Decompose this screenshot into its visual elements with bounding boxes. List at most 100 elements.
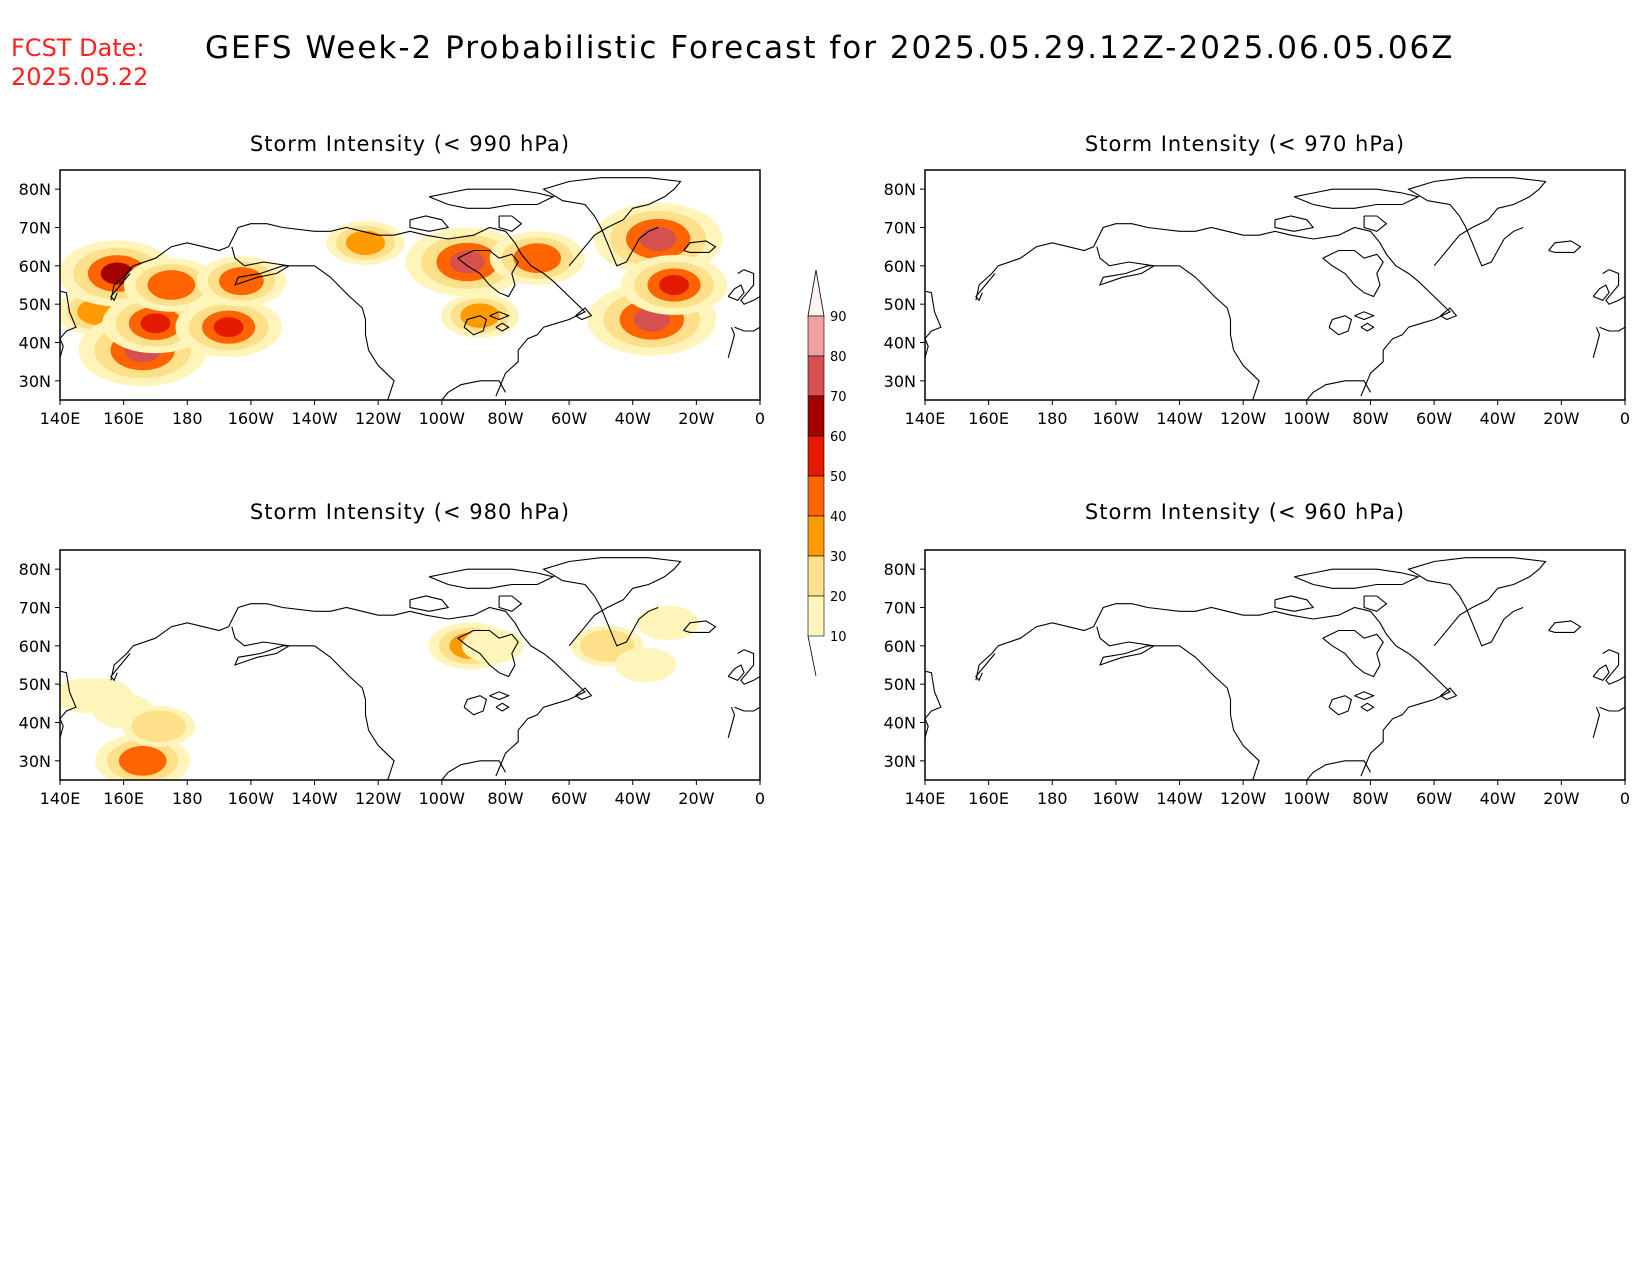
- y-tick-label: 80N: [884, 560, 916, 579]
- coastlines: [60, 177, 760, 400]
- x-tick-label: 0: [1620, 409, 1630, 428]
- y-tick-label: 70N: [19, 599, 51, 618]
- coastline: [1293, 188, 1420, 209]
- coastline: [925, 670, 942, 739]
- y-tick-label: 40N: [19, 334, 51, 353]
- x-tick-label: 140W: [1156, 789, 1203, 808]
- map-frame: [924, 549, 1626, 781]
- x-tick-label: 80W: [487, 409, 523, 428]
- probability-colorbar: 90 80 70 60 50 40 30 20 10: [807, 269, 847, 677]
- coastline: [727, 706, 736, 738]
- x-tick-label: 140W: [291, 789, 338, 808]
- panel-title-970: Storm Intensity (< 970 hPa): [1084, 132, 1406, 156]
- x-tick-label: 60W: [1416, 409, 1452, 428]
- coastline: [975, 603, 1451, 777]
- x-tick-label: 160W: [228, 409, 275, 428]
- x-tick-label: 20W: [1543, 789, 1579, 808]
- coastline: [1354, 691, 1376, 701]
- forecast-date-label: FCST Date: 2025.05.22: [11, 34, 148, 92]
- colorbar-bottom-tail: [807, 635, 817, 677]
- colorbar-swatch: [807, 595, 825, 637]
- prob-region-core: [147, 270, 196, 300]
- x-tick-label: 0: [1620, 789, 1630, 808]
- coastline: [1602, 649, 1625, 685]
- map-frame: [59, 549, 761, 781]
- map-panel-970: 140E 160E 180 160W 140W 120W 100W 80W 60W 40W 20W 0…: [884, 169, 1630, 428]
- coastline: [1592, 706, 1601, 738]
- coastline: [231, 626, 395, 780]
- coastline: [498, 215, 523, 232]
- map-panel-960: 140E 160E 180 160W 140W 120W 100W 80W 60W 40W 20W 0…: [884, 549, 1630, 808]
- prob-region-peak: [640, 226, 677, 252]
- coastline: [1440, 307, 1458, 321]
- x-tick-label: 160E: [103, 789, 144, 808]
- coastline: [495, 322, 510, 332]
- fcst-date-caption: FCST Date:: [11, 34, 145, 62]
- colorbar-label: 20: [830, 590, 847, 605]
- x-tick-label: 160E: [103, 409, 144, 428]
- coastlines: [60, 557, 760, 780]
- coastline: [1274, 595, 1315, 612]
- colorbar-label: 10: [830, 630, 847, 645]
- coastline: [1407, 177, 1547, 267]
- coastline: [428, 568, 555, 589]
- coastline: [1306, 380, 1371, 400]
- y-tick-label: 70N: [884, 219, 916, 238]
- coastline: [1548, 240, 1582, 253]
- coastline: [575, 307, 593, 321]
- y-tick-label: 60N: [884, 637, 916, 656]
- coastline: [428, 188, 555, 209]
- y-tick-label: 30N: [19, 372, 51, 391]
- x-tick-label: 80W: [487, 789, 523, 808]
- map-panel-990: 140E 160E 180 160W 140W 120W 100W 80W 60W 40W 20W 0…: [19, 169, 765, 428]
- prob-region-mid: [131, 710, 186, 743]
- y-tick-label: 60N: [19, 257, 51, 276]
- coastline: [441, 760, 506, 780]
- coastline: [457, 629, 519, 678]
- coastline: [1363, 215, 1388, 232]
- colorbar-swatch: [807, 435, 825, 477]
- x-tick-label: 100W: [1284, 409, 1331, 428]
- coastline: [1592, 284, 1610, 301]
- x-tick-label: 40W: [1480, 789, 1516, 808]
- x-tick-label: 60W: [551, 409, 587, 428]
- coastline: [683, 240, 717, 253]
- x-tick-label: 20W: [1543, 409, 1579, 428]
- coastline: [60, 670, 77, 739]
- coastline: [110, 223, 586, 397]
- coastline: [1306, 760, 1371, 780]
- colorbar-label: 40: [830, 510, 847, 525]
- coastline: [975, 653, 996, 682]
- prob-region-core: [218, 267, 264, 296]
- coastline: [1322, 629, 1384, 678]
- coastline: [1328, 315, 1353, 336]
- coastline: [409, 215, 450, 232]
- prob-region-outer: [636, 605, 699, 641]
- x-tick-label: 60W: [1416, 789, 1452, 808]
- coastline: [1096, 626, 1260, 780]
- coastline: [60, 290, 77, 359]
- x-tick-label: 140E: [905, 409, 946, 428]
- colorbar-label: 30: [830, 550, 847, 565]
- coastline: [110, 603, 586, 777]
- y-tick-label: 50N: [884, 295, 916, 314]
- coastline: [683, 620, 717, 633]
- x-tick-label: 40W: [615, 789, 651, 808]
- x-tick-label: 100W: [419, 789, 466, 808]
- coastlines: [925, 557, 1625, 780]
- coastline: [441, 380, 506, 400]
- colorbar-label: 80: [830, 350, 847, 365]
- coastline: [975, 223, 1451, 397]
- coastline: [542, 557, 682, 647]
- x-tick-label: 140E: [905, 789, 946, 808]
- coastline: [457, 249, 519, 298]
- coastline: [1322, 249, 1384, 298]
- y-tick-label: 70N: [884, 599, 916, 618]
- y-tick-label: 80N: [884, 180, 916, 199]
- y-tick-label: 60N: [19, 637, 51, 656]
- x-tick-label: 140E: [40, 789, 81, 808]
- coastline: [498, 595, 523, 612]
- colorbar-label: 60: [830, 430, 847, 445]
- map-panel-980: 140E 160E 180 160W 140W 120W 100W 80W 60W 40W 20W 0…: [19, 549, 765, 808]
- x-tick-label: 40W: [1480, 409, 1516, 428]
